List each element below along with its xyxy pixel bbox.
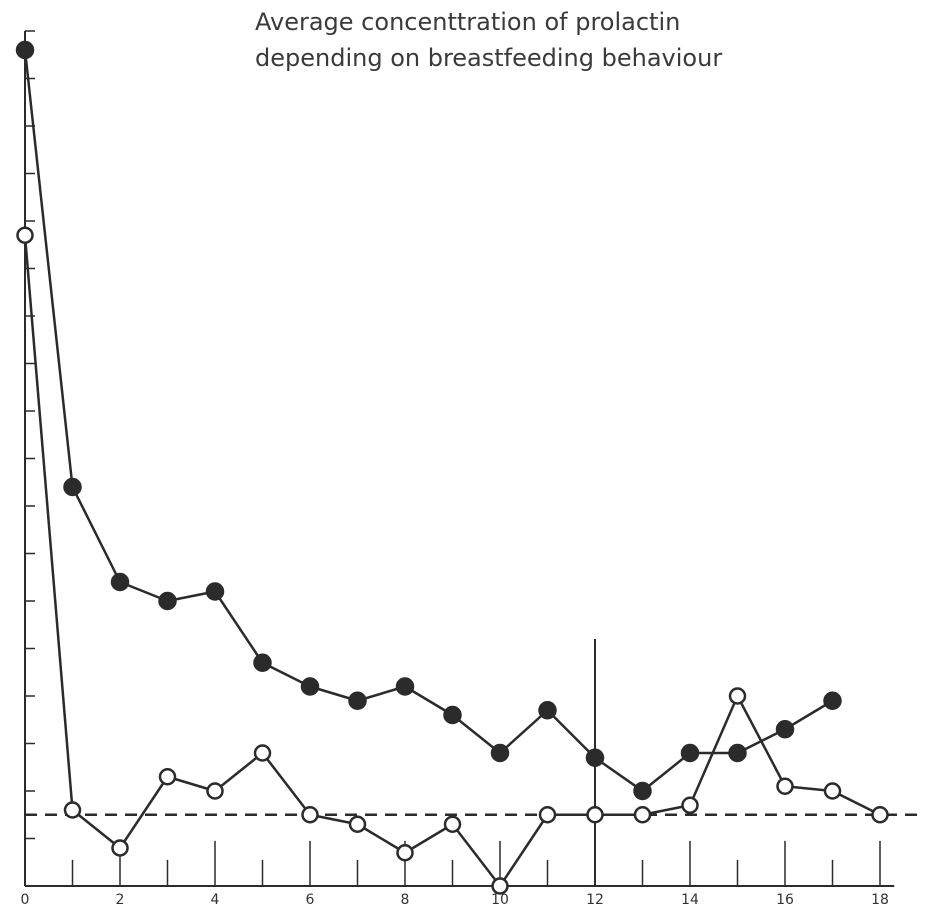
data-point-open bbox=[158, 768, 177, 786]
data-point-open bbox=[206, 782, 224, 800]
x-axis-ticks bbox=[25, 30, 881, 886]
data-point-open bbox=[681, 796, 699, 814]
x-tick-label: 18 bbox=[871, 892, 889, 908]
data-point-open bbox=[491, 877, 509, 895]
data-point-filled bbox=[728, 743, 747, 763]
data-point-filled bbox=[63, 477, 82, 497]
data-point-open bbox=[443, 815, 462, 833]
reference-lines bbox=[25, 639, 925, 886]
data-point-filled bbox=[158, 591, 177, 611]
data-point-filled bbox=[585, 748, 605, 767]
data-point-filled bbox=[110, 572, 130, 592]
data-point-filled bbox=[490, 743, 510, 763]
data-point-open bbox=[111, 839, 129, 857]
data-point-open bbox=[538, 806, 557, 824]
data-point-open bbox=[348, 815, 367, 833]
data-point-filled bbox=[205, 582, 225, 601]
data-point-open bbox=[396, 844, 414, 862]
data-point-filled bbox=[680, 743, 700, 763]
data-point-open bbox=[871, 806, 889, 824]
data-point-open bbox=[586, 806, 604, 824]
data-point-filled bbox=[300, 677, 320, 696]
data-point-open bbox=[301, 806, 319, 824]
data-point-open bbox=[776, 777, 794, 795]
data-point-open bbox=[16, 226, 34, 244]
data-point-open bbox=[728, 687, 747, 705]
x-tick-label: 12 bbox=[586, 892, 604, 908]
x-tick-label: 2 bbox=[116, 892, 125, 908]
x-tick-label: 6 bbox=[306, 892, 315, 908]
data-point-open bbox=[63, 801, 82, 819]
data-point-filled bbox=[823, 691, 842, 710]
data-point-filled bbox=[443, 705, 462, 725]
x-tick-label: 14 bbox=[681, 892, 699, 908]
axes bbox=[24, 31, 895, 887]
data-point-open bbox=[253, 744, 272, 762]
series bbox=[15, 40, 889, 895]
data-point-filled bbox=[15, 40, 35, 60]
x-tick-label: 10 bbox=[491, 892, 509, 908]
data-point-open bbox=[823, 782, 842, 800]
data-point-filled bbox=[253, 653, 272, 672]
data-point-open bbox=[633, 806, 652, 824]
data-point-filled bbox=[348, 691, 367, 710]
x-tick-label: 4 bbox=[211, 892, 220, 908]
data-point-filled bbox=[775, 720, 795, 739]
x-tick-label: 0 bbox=[21, 892, 30, 908]
data-point-filled bbox=[395, 677, 415, 696]
x-axis-tick-labels: 0 2 4 6 8 10 12 14 16 18 bbox=[21, 892, 889, 908]
data-point-filled bbox=[538, 701, 557, 720]
series-line-filled bbox=[23, 49, 834, 793]
data-point-filled bbox=[633, 781, 652, 801]
x-tick-label: 16 bbox=[776, 892, 794, 908]
x-tick-label: 8 bbox=[401, 892, 410, 908]
series-line-open bbox=[23, 235, 881, 888]
chart-title-line-2: depending on breastfeeding behaviour bbox=[255, 44, 722, 72]
chart-title-line-1: Average concenttration of prolactin bbox=[255, 8, 680, 36]
